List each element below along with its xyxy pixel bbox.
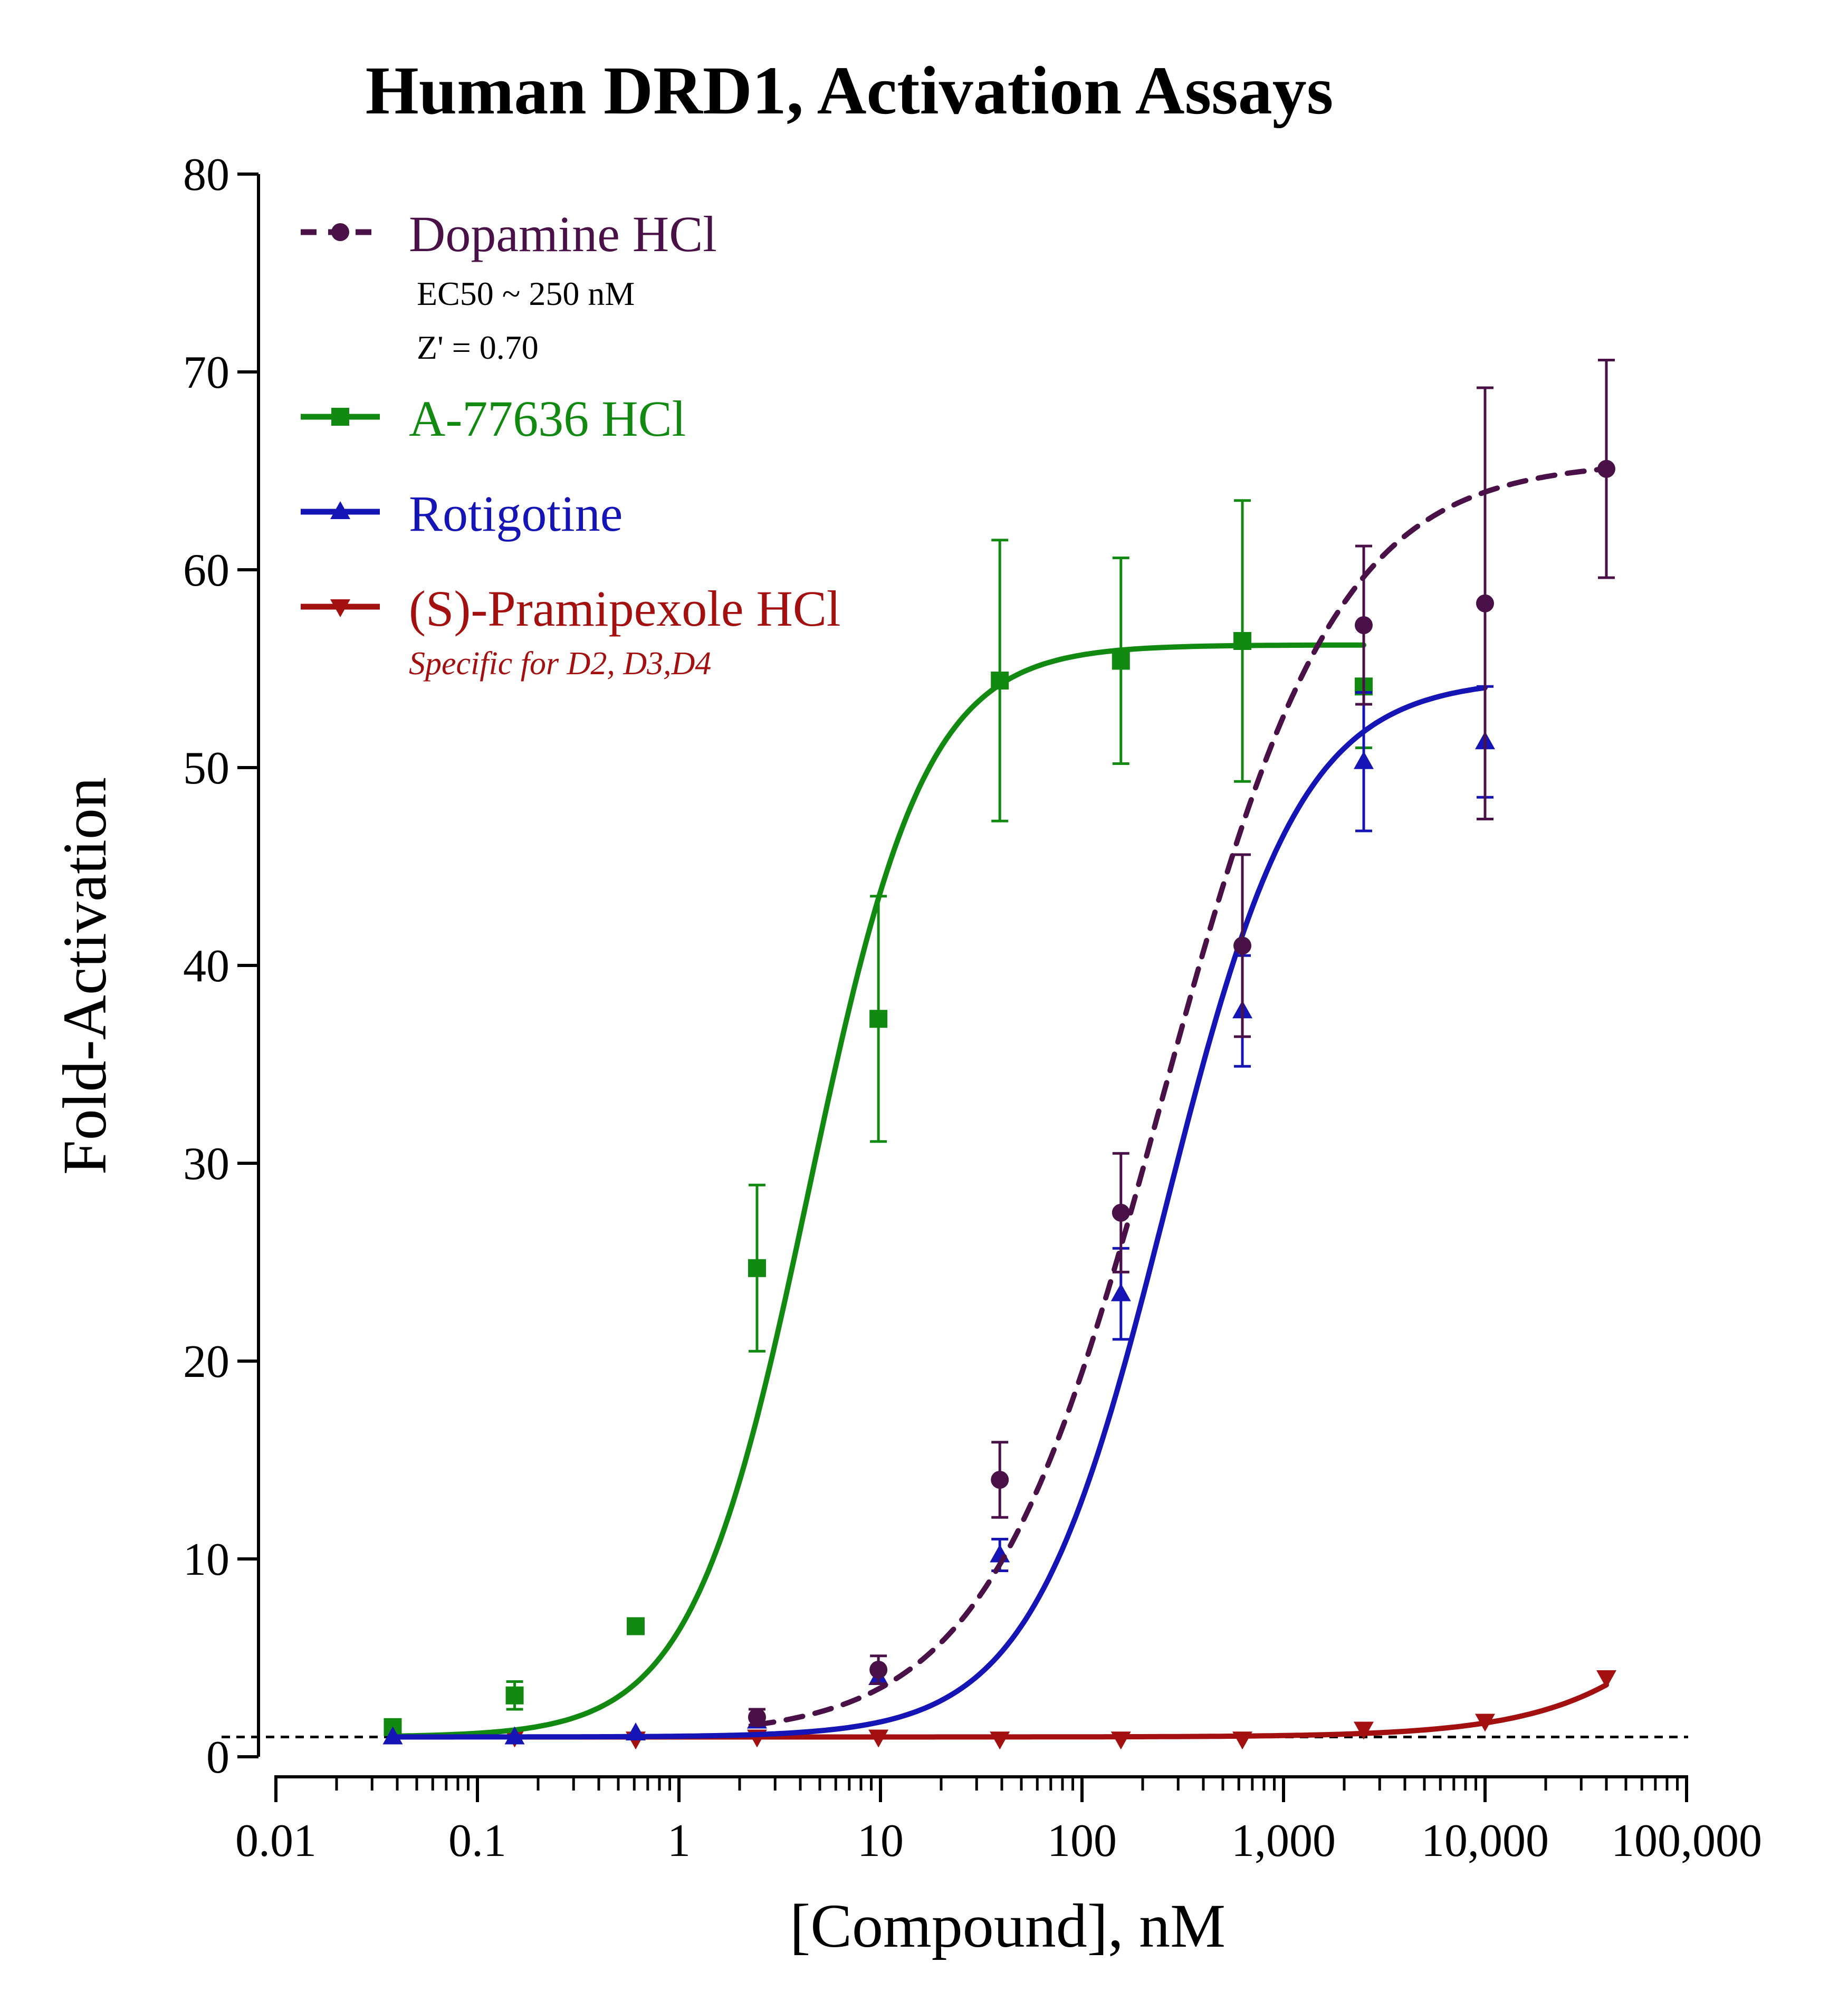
- ec50-note: EC50 ~ 250 nM: [417, 275, 635, 312]
- data-point: [991, 672, 1009, 690]
- x-tick-label: 1: [667, 1815, 691, 1866]
- fit-curve: [390, 685, 1488, 1740]
- y-tick-label: 60: [183, 545, 229, 596]
- pramipexole-specificity-note: Specific for D2, D3,D4: [409, 646, 711, 682]
- legend: Dopamine HCl EC50 ~ 250 nM Z' = 0.70 A-7…: [301, 206, 841, 682]
- series-1: [384, 499, 1373, 1739]
- legend-label-dopamine: Dopamine HCl: [409, 206, 717, 262]
- x-tick-label: 10,000: [1421, 1815, 1549, 1866]
- legend-label-rotigotine: Rotigotine: [409, 485, 623, 542]
- data-point: [1597, 460, 1615, 478]
- legend-label-pramipexole: (S)-Pramipexole HCl: [409, 580, 841, 637]
- data-point: [625, 1722, 646, 1740]
- legend-marker-dopamine: [331, 223, 349, 241]
- data-point: [1112, 652, 1130, 670]
- y-tick-label: 70: [183, 347, 229, 398]
- data-point: [1476, 594, 1494, 612]
- data-point: [991, 1471, 1009, 1489]
- data-point: [1110, 1731, 1131, 1750]
- x-axis-label: [Compound], nM: [790, 1891, 1225, 1960]
- x-tick-label: 0.01: [235, 1815, 317, 1866]
- z-prime-note: Z' = 0.70: [417, 329, 539, 366]
- data-point: [869, 1661, 888, 1679]
- legend-label-a77636: A-77636 HCl: [409, 390, 686, 447]
- data-point: [1232, 1731, 1253, 1750]
- data-point: [1110, 1283, 1131, 1301]
- fit-curve: [512, 1682, 1609, 1740]
- axes: 0 10 20 30 40 50 60 70 80 0.01 0.1 1 10 100 1,000 10,00…: [183, 149, 1762, 1866]
- x-tick-label: 1,000: [1231, 1815, 1336, 1866]
- legend-item-dopamine: Dopamine HCl EC50 ~ 250 nM Z' = 0.70: [301, 206, 717, 366]
- data-point: [1596, 1670, 1616, 1688]
- data-point: [1233, 936, 1252, 955]
- legend-item-pramipexole: (S)-Pramipexole HCl Specific for D2, D3,…: [301, 580, 841, 682]
- legend-item-a77636: A-77636 HCl: [301, 390, 686, 447]
- data-point: [1475, 1714, 1495, 1732]
- legend-item-rotigotine: Rotigotine: [301, 485, 623, 542]
- y-tick-label: 30: [183, 1138, 229, 1190]
- series-2: [382, 685, 1495, 1745]
- x-tick-label: 100,000: [1611, 1815, 1762, 1866]
- data-point: [505, 1686, 524, 1705]
- data-point: [990, 1731, 1010, 1750]
- x-tick-label: 100: [1047, 1815, 1117, 1866]
- fit-curve: [754, 466, 1609, 1728]
- y-tick-label: 50: [183, 743, 229, 794]
- y-tick-label: 80: [183, 149, 229, 200]
- y-tick-label: 20: [183, 1336, 229, 1387]
- data-point: [748, 1259, 766, 1277]
- y-axis-label: Fold-Activation: [50, 777, 119, 1175]
- x-tick-label: 0.1: [448, 1815, 506, 1866]
- data-point: [1354, 1721, 1374, 1740]
- data-point: [869, 1010, 888, 1028]
- x-tick-label: 10: [857, 1815, 904, 1866]
- y-tick-label: 40: [183, 941, 229, 992]
- legend-marker-rotigotine: [330, 501, 350, 519]
- data-point: [1355, 616, 1373, 634]
- chart-title: Human DRD1, Activation Assays: [366, 53, 1334, 129]
- data-point: [748, 1708, 766, 1726]
- data-point: [1112, 1203, 1130, 1222]
- legend-marker-a77636: [331, 408, 349, 426]
- y-tick-label: 0: [206, 1732, 229, 1783]
- series-0: [748, 359, 1615, 1728]
- data-point: [1233, 632, 1252, 650]
- fit-curve: [390, 642, 1366, 1739]
- plot-area: [222, 359, 1688, 1750]
- legend-marker-pramipexole: [330, 599, 350, 617]
- y-tick-label: 10: [183, 1534, 229, 1585]
- data-point: [868, 1729, 889, 1748]
- data-point: [626, 1617, 645, 1635]
- data-point: [504, 1726, 525, 1745]
- data-point: [382, 1726, 403, 1745]
- data-point: [1354, 751, 1374, 769]
